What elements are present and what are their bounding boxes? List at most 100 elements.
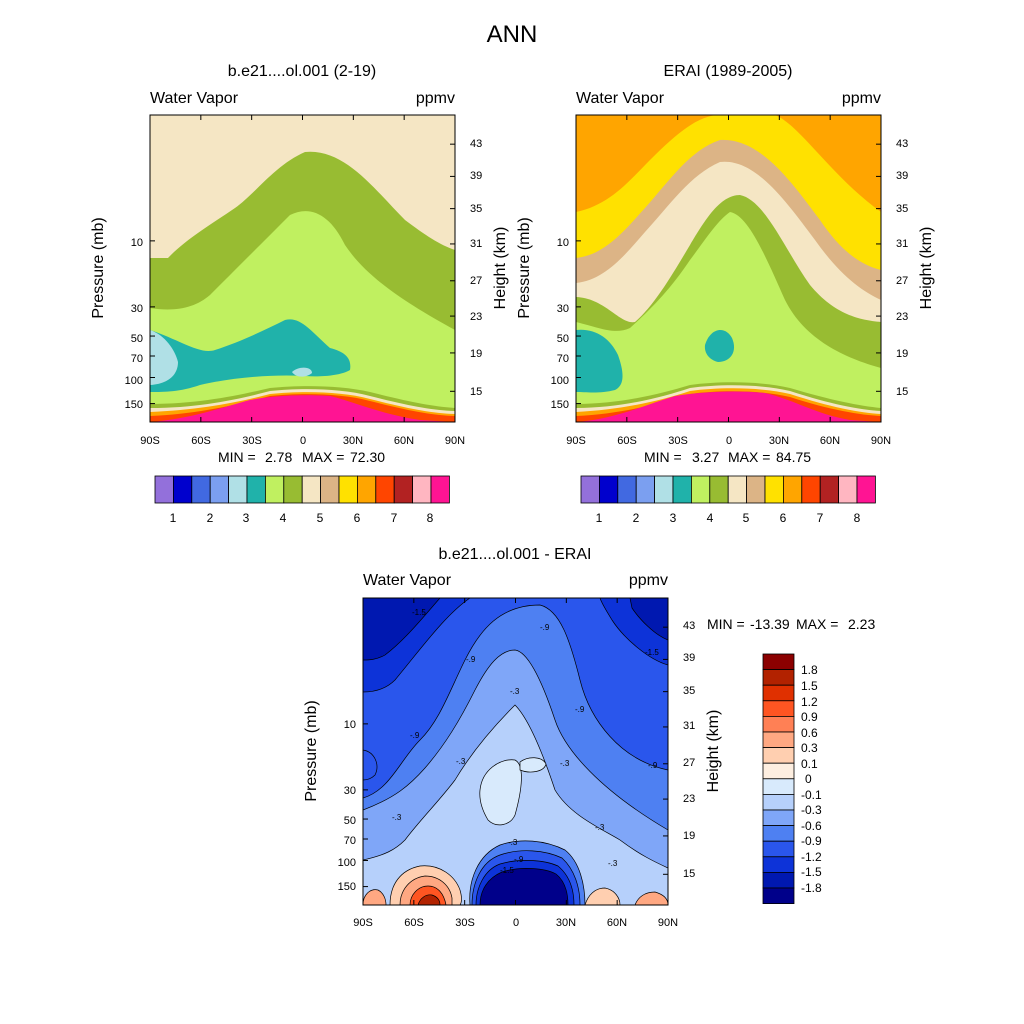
- colorbar-swatch: [856, 475, 876, 504]
- panel-erai-minmax: MIN = 3.27 MAX = 84.75: [644, 449, 811, 465]
- x-tick-label: 30S: [455, 917, 475, 929]
- height-tick-label: 35: [683, 685, 695, 697]
- contour-label: -.9: [410, 731, 420, 740]
- colorbar-label: -1.8: [801, 881, 822, 895]
- panel-erai-ylabel: Pressure (mb): [516, 217, 533, 318]
- panel-erai: ERAI (1989-2005) Water Vapor ppmv Pressu…: [516, 63, 935, 525]
- x-tick-label: 0: [726, 435, 732, 447]
- y-tick-label: 30: [131, 303, 143, 315]
- height-tick-label: 39: [470, 170, 482, 182]
- panel-erai-ylabel-right: Height (km): [918, 227, 935, 310]
- colorbar-label: 4: [280, 511, 287, 525]
- colorbar-label: 0.1: [801, 757, 818, 771]
- panel-erai-height-tick-labels: 43 39 35 31 27 23 19 15: [896, 138, 908, 398]
- colorbar-swatch: [154, 475, 174, 504]
- colorbar-label: 6: [354, 511, 361, 525]
- colorbar-swatch: [301, 475, 322, 504]
- contour-label: -.3: [508, 838, 518, 847]
- colorbar-swatch: [635, 475, 656, 504]
- colorbar-label: 1: [596, 511, 603, 525]
- panel-model-x-tick-labels: 90S 60S 30S 0 30N 60N 90N: [140, 435, 465, 447]
- height-tick-label: 27: [896, 275, 908, 287]
- x-tick-label: 60N: [820, 435, 840, 447]
- height-tick-label: 39: [896, 170, 908, 182]
- panel-erai-colorbar: [580, 475, 876, 504]
- colorbar-label: 0.6: [801, 726, 818, 740]
- figure-title: ANN: [487, 21, 538, 48]
- height-tick-label: 43: [470, 138, 482, 150]
- y-tick-label: 30: [557, 303, 569, 315]
- x-tick-label: 90S: [140, 435, 160, 447]
- contour-label: -.3: [510, 687, 520, 696]
- colorbar-swatch: [762, 747, 795, 764]
- colorbar-swatch: [762, 762, 795, 780]
- height-tick-label: 15: [896, 386, 908, 398]
- height-tick-label: 19: [896, 348, 908, 360]
- colorbar-swatch: [727, 475, 748, 504]
- colorbar-swatch: [762, 731, 795, 749]
- y-tick-label: 150: [338, 881, 356, 893]
- x-tick-label: 30N: [343, 435, 363, 447]
- y-tick-label: 150: [551, 399, 569, 411]
- panel-difference-y-tick-labels: 10 30 50 70 100 150: [338, 719, 356, 893]
- panel-model-colorbar-labels: 1 2 3 4 5 6 7 8: [170, 511, 434, 525]
- panel-difference-contour-fill: [363, 598, 668, 905]
- panel-difference-colorbar-labels: 1.8 1.5 1.2 0.9 0.6 0.3 0.1 0 -0.1 -0.3 …: [801, 663, 822, 895]
- panel-model-height-tick-labels: 43 39 35 31 27 23 19 15: [470, 138, 482, 398]
- x-tick-label: 90S: [353, 917, 373, 929]
- colorbar-label: -0.1: [801, 788, 822, 802]
- panel-erai-colorbar-labels: 1 2 3 4 5 6 7 8: [596, 511, 861, 525]
- panel-erai-contour-fill: [576, 115, 881, 422]
- contour-label: -.3: [595, 823, 605, 832]
- panel-erai-y-tick-labels: 10 30 50 70 100 150: [551, 237, 569, 411]
- panel-difference-height-tick-labels: 43 39 35 31 27 23 19 15: [683, 620, 695, 880]
- min-label: MIN =: [644, 449, 682, 465]
- x-tick-label: 90N: [658, 917, 678, 929]
- colorbar-swatch: [338, 475, 358, 504]
- colorbar-label: -1.5: [801, 865, 822, 879]
- contour-label: -.3: [456, 757, 466, 766]
- y-tick-label: 70: [344, 835, 356, 847]
- y-tick-label: 10: [557, 237, 569, 249]
- height-tick-label: 43: [683, 620, 695, 632]
- colorbar-label: 2: [207, 511, 214, 525]
- height-tick-label: 35: [470, 203, 482, 215]
- colorbar-label: 7: [817, 511, 824, 525]
- x-tick-label: 60S: [617, 435, 637, 447]
- x-tick-label: 90N: [871, 435, 891, 447]
- colorbar-swatch: [617, 475, 637, 504]
- y-tick-label: 50: [344, 815, 356, 827]
- colorbar-swatch: [762, 856, 795, 873]
- colorbar-swatch: [762, 653, 795, 671]
- colorbar-label: 5: [743, 511, 750, 525]
- colorbar-label: -1.2: [801, 850, 822, 864]
- colorbar-swatch: [762, 840, 795, 858]
- colorbar-swatch: [191, 475, 211, 504]
- contour-label: -.9: [540, 623, 550, 632]
- x-tick-label: 30N: [769, 435, 789, 447]
- min-label: MIN =: [218, 449, 256, 465]
- y-tick-label: 100: [125, 375, 143, 387]
- x-tick-label: 60N: [394, 435, 414, 447]
- colorbar-swatch: [356, 475, 377, 504]
- colorbar-label: -0.9: [801, 834, 822, 848]
- y-tick-label: 30: [344, 785, 356, 797]
- colorbar-label: 6: [780, 511, 787, 525]
- height-tick-label: 27: [470, 275, 482, 287]
- colorbar-label: 1.5: [801, 679, 818, 693]
- min-label: MIN =: [707, 616, 745, 632]
- colorbar-swatch: [209, 475, 229, 504]
- colorbar-swatch: [375, 475, 395, 504]
- colorbar-swatch: [320, 475, 340, 504]
- colorbar-label: -0.3: [801, 803, 822, 817]
- contour-label: -.3: [608, 859, 618, 868]
- panel-difference-contour-labels: -1.5 -.9 -.9 -1.5 -.3 -.9 -.9 -.9 -.3 -.…: [392, 608, 659, 875]
- panel-model: b.e21....ol.001 (2-19) Water Vapor ppmv …: [90, 63, 509, 525]
- max-value: 2.23: [848, 616, 875, 632]
- contour-label: -1.5: [645, 648, 659, 657]
- colorbar-swatch: [599, 475, 619, 504]
- colorbar-swatch: [654, 475, 674, 504]
- colorbar-swatch: [580, 475, 600, 504]
- colorbar-swatch: [412, 475, 432, 504]
